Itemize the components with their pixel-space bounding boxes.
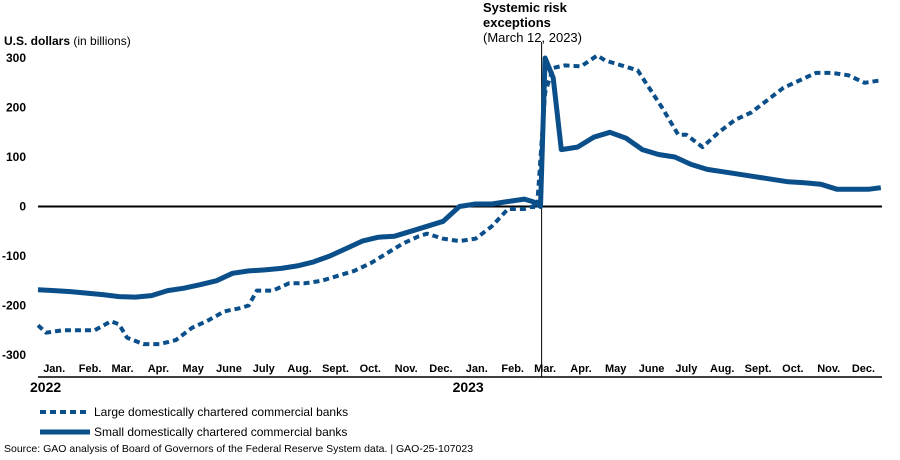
y-axis-ticks: 300 200 100 0 -100 -200 -300 [2, 51, 26, 362]
series-line-large-banks [36, 53, 882, 347]
x-tick-label: July [675, 363, 698, 375]
legend-swatch-solid [40, 429, 90, 435]
x-tick-label: Nov. [395, 363, 418, 375]
legend-label-large: Large domestically chartered commercial … [94, 405, 349, 419]
y-axis-unit: U.S. dollars [4, 34, 71, 48]
x-tick-label: May [182, 363, 204, 375]
x-tick-label: Feb. [501, 363, 524, 375]
y-tick-label: 300 [6, 51, 26, 65]
year-label: 2023 [453, 379, 484, 395]
x-tick-label: Mar. [534, 363, 556, 375]
legend-item-large: Large domestically chartered commercial … [40, 404, 348, 420]
legend-swatch-dashed [40, 410, 90, 414]
series-line-small-banks [37, 55, 882, 300]
y-tick-label: 0 [19, 200, 26, 214]
x-tick-label: Apr. [570, 363, 591, 375]
legend-label-small: Small domestically chartered commercial … [94, 425, 348, 439]
series-group [36, 53, 882, 347]
annotation: Systemic risk exceptions (March 12, 2023… [483, 0, 582, 45]
x-tick-label: Aug. [287, 363, 311, 375]
x-tick-label: Oct. [360, 363, 381, 375]
x-tick-label: Dec. [852, 363, 875, 375]
x-tick-label: Mar. [112, 363, 134, 375]
year-label: 2022 [30, 379, 61, 395]
annotation-line-3: (March 12, 2023) [483, 30, 582, 45]
y-axis-title: U.S. dollars (in billions) [4, 34, 131, 48]
y-tick-label: -100 [2, 249, 26, 263]
x-tick-label: June [216, 363, 242, 375]
x-tick-label: June [639, 363, 665, 375]
x-tick-label: July [253, 363, 276, 375]
x-tick-label: Jan. [43, 363, 65, 375]
y-tick-label: -200 [2, 299, 26, 313]
y-tick-label: -300 [2, 348, 26, 362]
x-tick-label: Sept. [322, 363, 349, 375]
source-note: Source: GAO analysis of Board of Governo… [4, 443, 474, 455]
x-tick-label: Nov. [817, 363, 840, 375]
x-tick-label: Sept. [745, 363, 772, 375]
annotation-line-2: exceptions [483, 15, 551, 30]
x-tick-label: Oct. [782, 363, 803, 375]
x-tick-label: Feb. [79, 363, 102, 375]
x-tick-label: Dec. [429, 363, 452, 375]
y-tick-label: 200 [6, 101, 26, 115]
x-tick-label: May [605, 363, 627, 375]
y-axis-unit-detail: (in billions) [73, 34, 131, 48]
legend-item-small: Small domestically chartered commercial … [40, 424, 347, 440]
x-axis-ticks: Jan. Feb. Mar. Apr. May June July Aug. Sept. Oct.… [30, 363, 875, 395]
x-tick-label: Aug. [710, 363, 734, 375]
annotation-line-1: Systemic risk [483, 0, 567, 15]
y-tick-label: 100 [6, 150, 26, 164]
x-tick-label: Jan. [466, 363, 488, 375]
x-tick-label: Apr. [148, 363, 169, 375]
